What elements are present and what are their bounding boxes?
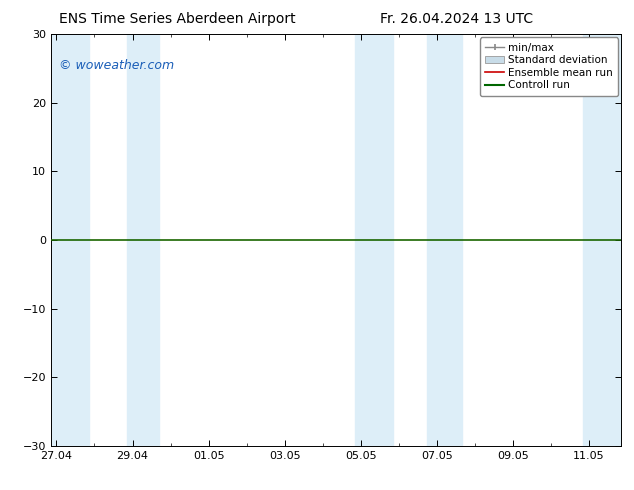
Text: Fr. 26.04.2024 13 UTC: Fr. 26.04.2024 13 UTC bbox=[380, 12, 533, 26]
Text: ENS Time Series Aberdeen Airport: ENS Time Series Aberdeen Airport bbox=[59, 12, 296, 26]
Bar bbox=[127, 34, 159, 446]
Bar bbox=[355, 34, 393, 446]
Bar bbox=[583, 34, 633, 446]
Text: © woweather.com: © woweather.com bbox=[59, 59, 174, 72]
Bar bbox=[427, 34, 462, 446]
Bar bbox=[51, 34, 89, 446]
Legend: min/max, Standard deviation, Ensemble mean run, Controll run: min/max, Standard deviation, Ensemble me… bbox=[480, 37, 618, 96]
